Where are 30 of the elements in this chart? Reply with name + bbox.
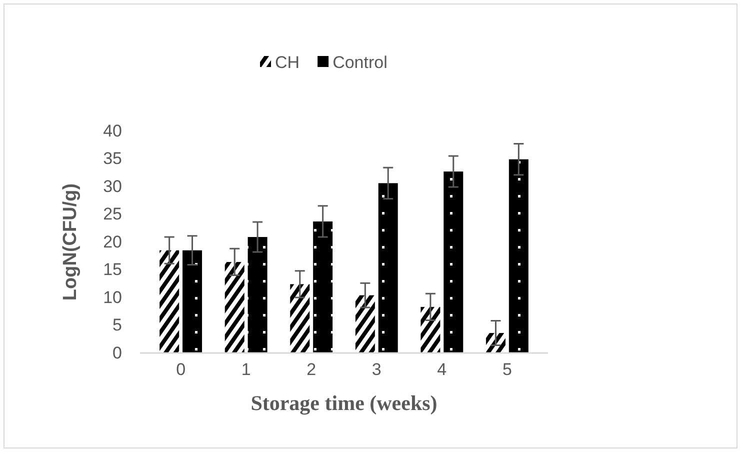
x-tick-label: 5: [502, 360, 512, 380]
y-tick-label: 25: [103, 204, 122, 224]
y-tick-label: 20: [103, 232, 122, 252]
legend-label: CH: [275, 52, 300, 72]
bar: [378, 183, 398, 353]
y-tick-label: 35: [103, 149, 122, 168]
x-tick-label: 2: [306, 360, 316, 380]
y-tick-label: 30: [103, 176, 122, 196]
y-axis-title: LogN(CFU/g): [60, 183, 81, 301]
y-tick-label: 5: [112, 316, 122, 335]
x-axis-title: Storage time (weeks): [250, 391, 438, 415]
x-tick-label: 4: [437, 360, 447, 380]
y-tick-label: 15: [103, 260, 122, 280]
x-tick-label: 3: [372, 360, 382, 380]
bar: [224, 262, 244, 353]
bar: [160, 250, 180, 353]
y-tick-label: 10: [103, 288, 122, 307]
legend-label: Control: [332, 52, 388, 72]
y-tick-label: 40: [103, 121, 122, 140]
bar: [182, 250, 202, 353]
y-tick-label: 0: [112, 343, 122, 362]
bar: [290, 284, 310, 353]
bar: [420, 306, 440, 353]
bar: [248, 237, 268, 353]
bar: [444, 172, 464, 353]
bar: [508, 159, 528, 353]
bar: [355, 295, 375, 353]
x-tick-label: 1: [241, 360, 251, 380]
x-tick-label: 0: [176, 360, 186, 380]
bar: [313, 221, 333, 353]
